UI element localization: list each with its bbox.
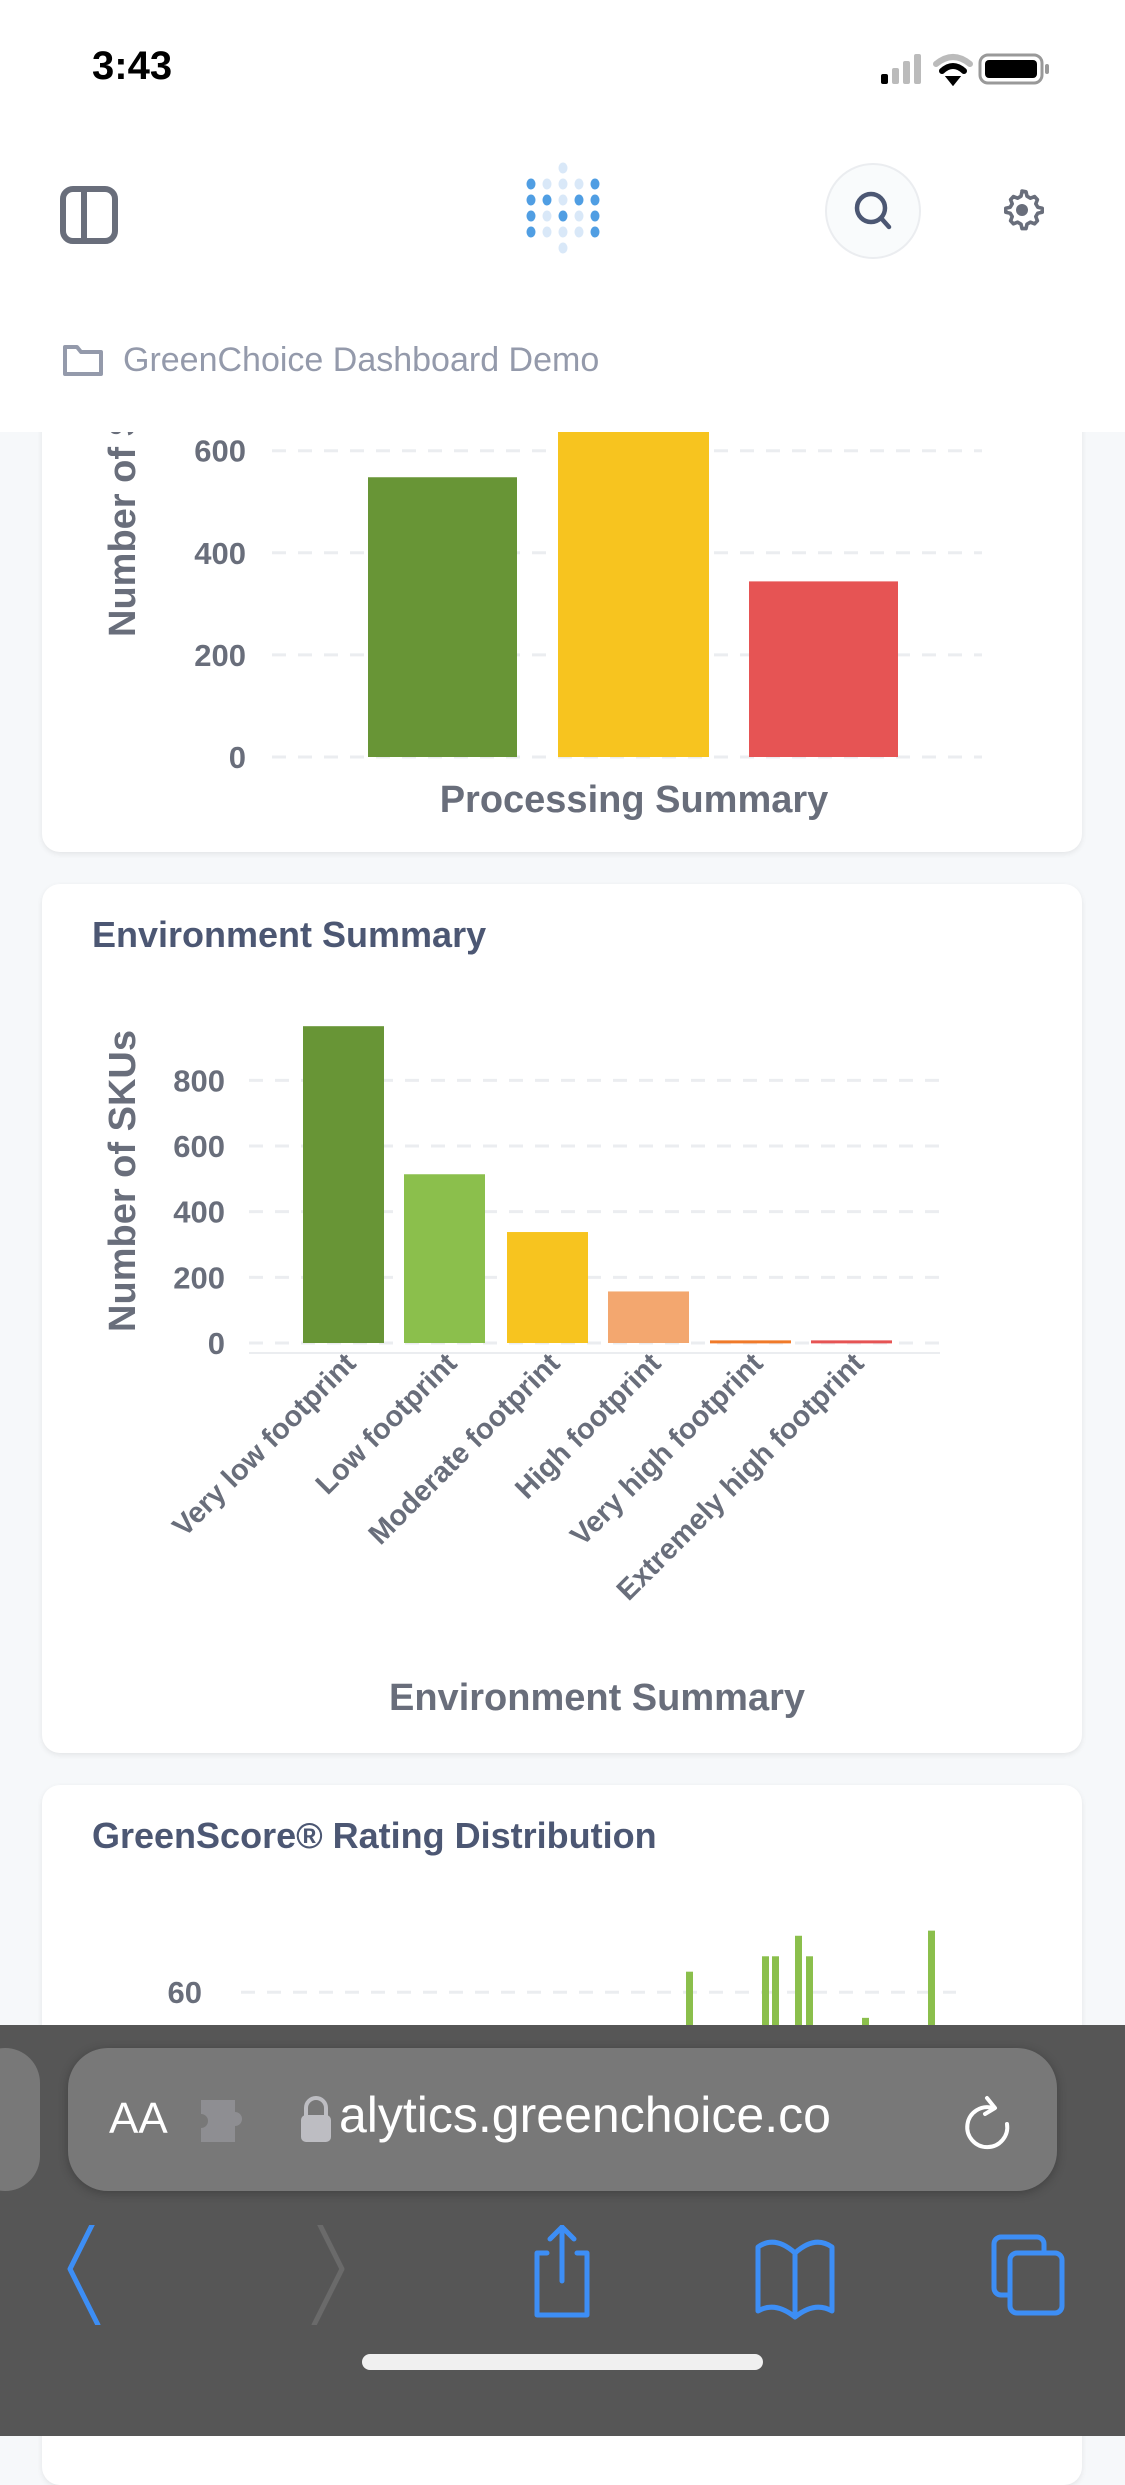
x-tick-label: Very high footprint bbox=[565, 1347, 770, 1552]
search-icon bbox=[854, 191, 892, 230]
bar bbox=[710, 1340, 791, 1344]
toolbar-icons bbox=[67, 2225, 1065, 2325]
bar bbox=[507, 1232, 588, 1343]
bookmarks-icon[interactable] bbox=[755, 2239, 835, 2320]
text-size-button[interactable]: AA bbox=[109, 2094, 168, 2143]
bar bbox=[749, 581, 898, 757]
dotted-logo-icon[interactable] bbox=[520, 158, 606, 258]
y-tick-label: 400 bbox=[194, 536, 246, 571]
y-tick-label: 0 bbox=[208, 1326, 225, 1361]
x-tick-label: Moderate footprint bbox=[363, 1347, 567, 1551]
folder-icon bbox=[63, 345, 103, 376]
search-button[interactable] bbox=[825, 163, 921, 259]
app-header: 3:43 GreenChoice bbox=[0, 0, 1125, 432]
sidebar-toggle-icon[interactable] bbox=[60, 186, 120, 244]
gear-icon[interactable] bbox=[998, 186, 1046, 234]
address-bar[interactable]: AA alytics.greenchoice.co bbox=[68, 2048, 1057, 2191]
card-title: GreenScore® Rating Distribution bbox=[92, 1815, 657, 1856]
previous-tab-pill[interactable] bbox=[0, 2048, 40, 2191]
bar bbox=[811, 1340, 892, 1344]
x-axis-title: Environment Summary bbox=[389, 1677, 805, 1719]
y-tick-label: 600 bbox=[194, 434, 246, 469]
y-tick-label: 600 bbox=[173, 1129, 225, 1164]
bar bbox=[404, 1174, 485, 1343]
forward-icon[interactable] bbox=[311, 2225, 345, 2325]
status-time: 3:43 bbox=[92, 44, 173, 88]
x-tick-label: Very low footprint bbox=[167, 1347, 363, 1543]
cellular-signal-icon bbox=[881, 54, 921, 84]
y-tick-label: 200 bbox=[194, 638, 246, 673]
card-title: Environment Summary bbox=[92, 914, 487, 955]
y-tick-label: 200 bbox=[173, 1260, 225, 1295]
y-tick-label: 60 bbox=[168, 1975, 202, 2010]
x-axis-title: Processing Summary bbox=[440, 779, 829, 821]
bar bbox=[558, 425, 709, 757]
lock-icon bbox=[301, 2096, 331, 2142]
back-icon[interactable] bbox=[67, 2225, 101, 2325]
url-text[interactable]: alytics.greenchoice.co bbox=[339, 2087, 831, 2143]
tabs-icon[interactable] bbox=[991, 2234, 1065, 2316]
y-tick-label: 800 bbox=[173, 1063, 225, 1098]
y-tick-label: 0 bbox=[229, 740, 246, 775]
browser-toolbar: AA alytics.greenchoice.co bbox=[0, 2025, 1125, 2436]
home-indicator[interactable] bbox=[362, 2354, 763, 2370]
share-icon[interactable] bbox=[534, 2225, 590, 2318]
wifi-icon bbox=[933, 54, 973, 86]
y-axis-title: Number of SKUs bbox=[102, 1030, 144, 1332]
bar bbox=[608, 1291, 689, 1343]
breadcrumb[interactable]: GreenChoice Dashboard Demo bbox=[123, 341, 600, 379]
bar bbox=[303, 1026, 384, 1343]
reload-icon[interactable] bbox=[963, 2094, 1015, 2154]
battery-icon bbox=[978, 53, 1049, 85]
status-icons bbox=[881, 53, 1049, 86]
bar bbox=[368, 477, 517, 757]
y-tick-label: 400 bbox=[173, 1195, 225, 1230]
puzzle-icon[interactable] bbox=[199, 2098, 255, 2144]
